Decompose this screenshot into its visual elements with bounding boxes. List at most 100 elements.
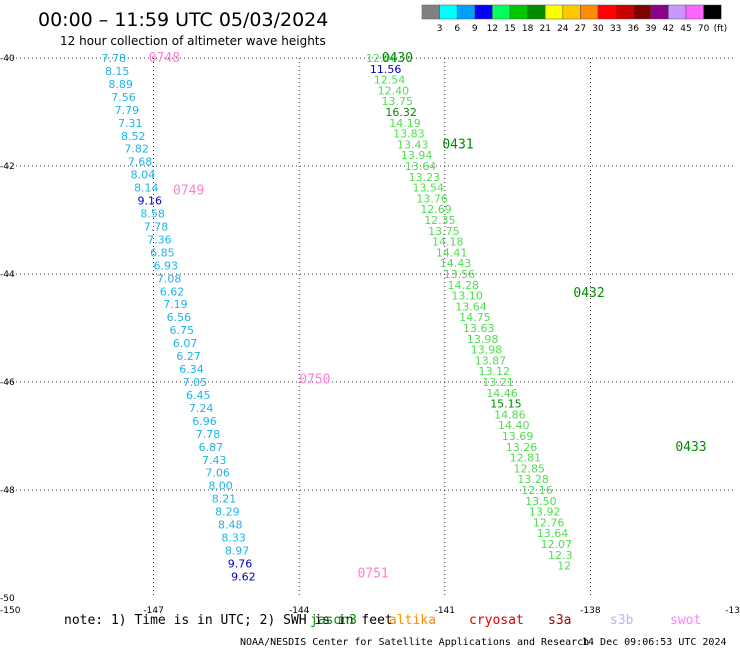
colorbar-swatch xyxy=(492,4,511,20)
wave-height-label: 6.56 xyxy=(167,311,192,324)
colorbar-swatch xyxy=(650,4,669,20)
wave-height-label: 7.56 xyxy=(111,91,136,104)
wave-height-label: 14.43 xyxy=(440,257,472,270)
pass-time-label: 0432 xyxy=(573,286,604,301)
pass-time-label: 0748 xyxy=(149,51,180,66)
wave-height-label: 6.27 xyxy=(176,350,201,363)
wave-height-label: 7.05 xyxy=(183,376,208,389)
wave-height-label: 13.64 xyxy=(405,160,437,173)
footer-credit: NOAA/NESDIS Center for Satellite Applica… xyxy=(240,637,589,648)
wave-height-label: 13.28 xyxy=(517,473,549,486)
colorbar-label: 24 xyxy=(557,24,569,34)
wave-height-label: 12 xyxy=(557,560,571,573)
wave-height-label: 13.75 xyxy=(381,95,413,108)
wave-height-label: 12.54 xyxy=(374,74,406,87)
wave-height-label: 6.62 xyxy=(160,285,185,298)
satellite-name: s3b xyxy=(610,613,634,628)
colorbar-label: 21 xyxy=(539,24,550,34)
colorbar-swatch xyxy=(456,4,476,20)
wave-height-label: 8.33 xyxy=(221,532,246,545)
chart-title: 00:00 – 11:59 UTC 05/03/2024 xyxy=(38,9,328,31)
colorbar-label: 15 xyxy=(504,24,515,34)
chart-subtitle: 12 hour collection of altimeter wave hei… xyxy=(60,34,326,48)
wave-height-label: 13.98 xyxy=(471,344,503,357)
wave-height-label: 12.35 xyxy=(424,214,456,227)
colorbar-label: 42 xyxy=(663,24,674,34)
wave-height-label: 6.85 xyxy=(150,246,175,259)
colorbar-label: 30 xyxy=(592,24,604,34)
wave-height-label: 16.32 xyxy=(385,106,417,119)
wave-height-label: 12.81 xyxy=(510,452,542,465)
wave-height-label: 13.50 xyxy=(525,495,557,508)
satellite-name: swot xyxy=(670,613,701,628)
colorbar-swatch xyxy=(439,4,458,20)
pass-time-label: 0749 xyxy=(173,183,204,198)
wave-height-label: 7.68 xyxy=(128,156,153,169)
wave-height-label: 13.92 xyxy=(529,506,561,519)
wave-height-label: 13.64 xyxy=(537,527,569,540)
y-tick-label: -40 xyxy=(0,54,15,64)
wave-height-label: 13.12 xyxy=(479,365,511,378)
wave-height-label: 13.10 xyxy=(451,290,483,303)
wave-height-label: 13.54 xyxy=(413,182,445,195)
wave-height-label: 6.34 xyxy=(179,363,204,376)
wave-height-label: 7.06 xyxy=(205,467,230,480)
y-tick-label: -42 xyxy=(0,162,15,172)
wave-height-label: 8.15 xyxy=(105,65,130,78)
wave-height-label: 14.28 xyxy=(447,279,479,292)
colorbar-swatch xyxy=(703,4,722,20)
satellite-legend: jason3 altika cryosat s3a s3b swot xyxy=(310,613,701,628)
wave-height-label: 13.23 xyxy=(409,171,441,184)
colorbar-swatch xyxy=(509,4,528,20)
x-tick-label: -141 xyxy=(435,606,455,616)
wave-height-label: 7.78 xyxy=(144,220,169,233)
wave-height-label: 12.3 xyxy=(548,549,573,562)
wave-height-label: 13.98 xyxy=(467,333,499,346)
wave-height-label: 7.43 xyxy=(202,454,227,467)
wave-height-label: 7.08 xyxy=(157,272,182,285)
wave-height-label: 14.41 xyxy=(436,246,468,259)
colorbar-label: 6 xyxy=(454,24,460,34)
wave-height-label: 13.76 xyxy=(416,192,448,205)
wave-height-label: 14.75 xyxy=(459,311,491,324)
wave-height-label: 14.19 xyxy=(389,117,421,130)
wave-height-label: 12.69 xyxy=(420,203,452,216)
wave-height-label: 11.56 xyxy=(370,63,402,76)
wave-height-label: 7.36 xyxy=(147,233,172,246)
wave-height-label: 13.56 xyxy=(444,268,476,281)
wave-height-label: 13.63 xyxy=(463,322,495,335)
wave-height-label: 6.93 xyxy=(153,259,178,272)
wave-height-label: 12.40 xyxy=(378,84,410,97)
colorbar-swatch xyxy=(474,4,493,20)
y-tick-label: -46 xyxy=(0,378,15,388)
wave-height-label: 8.48 xyxy=(218,519,243,532)
wave-height-label: 12.16 xyxy=(521,484,553,497)
wave-height-label: 8.00 xyxy=(208,480,233,493)
colorbar-swatch xyxy=(580,4,599,20)
pass-time-label: 0433 xyxy=(675,440,706,455)
footer-timestamp: 14 Dec 09:06:53 UTC 2024 xyxy=(582,637,727,648)
colorbar-label: 27 xyxy=(575,24,586,34)
colorbar-swatch xyxy=(544,4,564,20)
x-tick-label: -150 xyxy=(0,606,21,616)
colorbar-label: 45 xyxy=(680,24,691,34)
wave-height-label: 13.26 xyxy=(506,441,538,454)
wave-height-label: 6.07 xyxy=(173,337,198,350)
x-tick-label: -138 xyxy=(580,606,601,616)
wave-height-label: 13.21 xyxy=(482,376,514,389)
colorbar-unit: (ft) xyxy=(714,24,728,34)
pass-time-label: 0431 xyxy=(442,137,473,152)
wave-height-label: 6.87 xyxy=(199,441,224,454)
wave-height-label: 8.29 xyxy=(215,506,240,519)
wave-height-label: 13.64 xyxy=(455,300,487,313)
colorbar-swatch xyxy=(632,4,652,20)
wave-height-label: 7.24 xyxy=(189,402,214,415)
wave-height-label: 8.52 xyxy=(121,130,146,143)
wave-height-label: 14.86 xyxy=(494,408,526,421)
map-grid xyxy=(8,57,736,598)
pass-time-label: 0750 xyxy=(299,372,330,387)
wave-height-label: 6.45 xyxy=(186,389,211,402)
y-tick-label: -44 xyxy=(0,270,15,280)
colorbar-swatch xyxy=(597,4,616,20)
wave-height-label: 8.89 xyxy=(108,78,133,91)
